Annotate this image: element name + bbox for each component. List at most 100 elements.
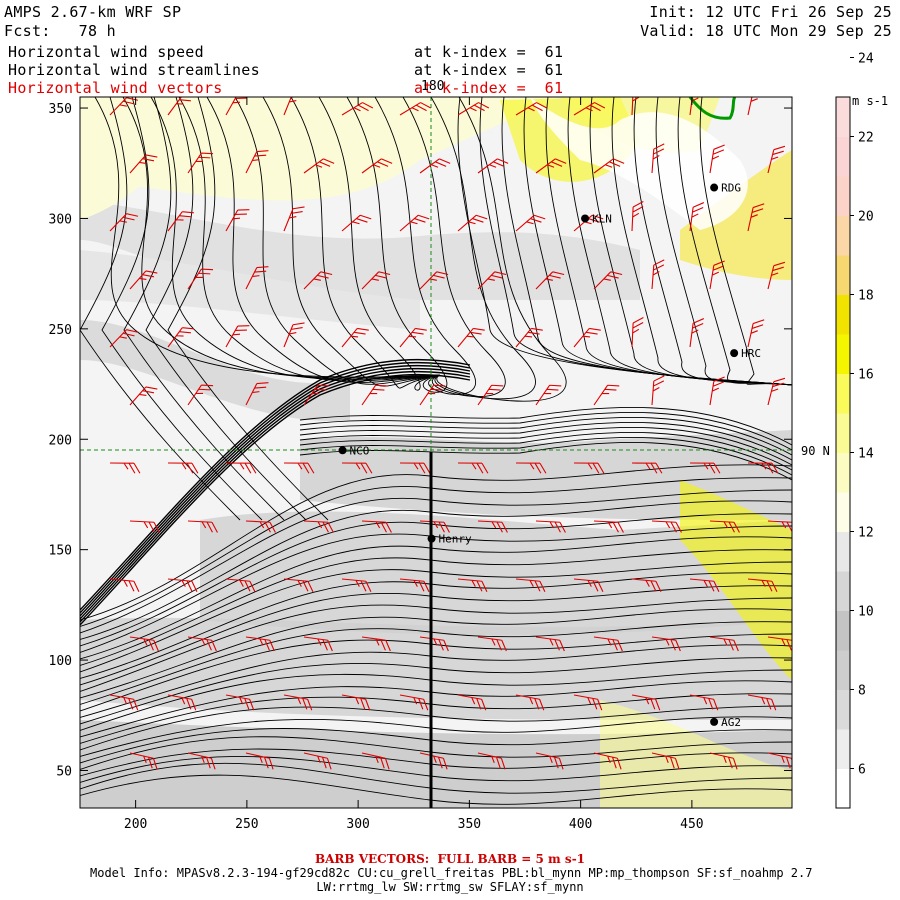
streamline bbox=[80, 97, 241, 521]
wind-barb bbox=[187, 152, 214, 174]
meridian-label: 180 bbox=[421, 79, 444, 94]
streamline bbox=[299, 436, 792, 476]
wind-barb bbox=[129, 386, 158, 406]
wind-barb bbox=[515, 694, 545, 711]
wind-barb bbox=[225, 694, 255, 711]
wind-barb bbox=[187, 268, 214, 290]
colorbar-swatch bbox=[836, 768, 850, 809]
wind-barb bbox=[709, 376, 725, 406]
station-label: RDG bbox=[721, 182, 741, 195]
wind-barb bbox=[709, 260, 725, 290]
wind-barb bbox=[689, 694, 719, 711]
wind-barb bbox=[747, 203, 765, 232]
wind-barb bbox=[341, 327, 369, 348]
wind-barb bbox=[361, 158, 393, 174]
wind-barb bbox=[593, 520, 624, 533]
field-3-level: at k-index = 61 bbox=[414, 79, 564, 97]
wind-speed-shading bbox=[80, 97, 792, 808]
wind-barb bbox=[651, 143, 665, 174]
wind-barb bbox=[535, 271, 565, 290]
streamline bbox=[699, 97, 792, 386]
wind-barb bbox=[167, 97, 194, 116]
wind-barb bbox=[129, 154, 158, 174]
wind-barb bbox=[477, 158, 509, 174]
init-time: Init: 12 UTC Fri 26 Sep 25 bbox=[649, 3, 892, 21]
wind-barb bbox=[361, 520, 392, 533]
colorbar-swatch bbox=[836, 729, 850, 769]
wind-barb bbox=[573, 578, 604, 593]
streamline bbox=[262, 97, 441, 387]
wind-barb bbox=[457, 214, 488, 232]
speed-colorbar: 2826242220181614121086 bbox=[835, 52, 874, 809]
wind-barb bbox=[303, 271, 333, 290]
wind-barb bbox=[341, 214, 372, 232]
wind-barb bbox=[535, 520, 566, 533]
station-dot bbox=[581, 214, 590, 223]
model-info-line-1: Model Info: MPASv8.2.3-194-gf29cd82c CU:… bbox=[90, 866, 813, 880]
y-tick-label: 100 bbox=[49, 654, 72, 669]
map-axes: 200 250 300 350 400 450 350 300 250 200 150 100 50 bbox=[49, 97, 792, 832]
wind-barb bbox=[129, 520, 160, 533]
wind-barb bbox=[399, 327, 427, 348]
wind-barb bbox=[709, 752, 738, 770]
wind-barb bbox=[245, 150, 269, 174]
wind-barb bbox=[767, 520, 792, 533]
wind-barb bbox=[167, 211, 194, 232]
x-tick-label: 200 bbox=[124, 817, 147, 832]
y-tick-label: 50 bbox=[56, 764, 72, 779]
wind-barb bbox=[631, 462, 663, 474]
wind-barb bbox=[129, 270, 158, 290]
colorbar-swatch bbox=[836, 492, 850, 532]
wind-barb bbox=[457, 578, 488, 593]
model-info-line-2: LW:rrtmg_lw SW:rrtmg_sw SFLAY:sf_mynn bbox=[316, 880, 584, 894]
colorbar-tick-label: 20 bbox=[858, 210, 874, 225]
wind-barb bbox=[515, 102, 548, 116]
streamline bbox=[299, 426, 792, 466]
wind-barb bbox=[303, 752, 332, 770]
station-label: AG2 bbox=[721, 716, 741, 729]
wind-barb bbox=[689, 462, 721, 474]
wind-barb bbox=[457, 694, 487, 711]
station-dot bbox=[710, 183, 719, 192]
wind-barb bbox=[593, 384, 620, 406]
wind-barb bbox=[283, 206, 305, 232]
x-tick-label: 300 bbox=[346, 817, 369, 832]
wind-barb bbox=[341, 694, 371, 711]
streamline bbox=[299, 416, 792, 456]
streamline bbox=[123, 97, 285, 521]
wind-barb bbox=[767, 636, 792, 652]
wind-barb bbox=[187, 384, 214, 406]
streamline bbox=[94, 97, 441, 378]
wind-barb bbox=[245, 266, 269, 290]
wind-barb bbox=[399, 462, 431, 474]
wind-barb bbox=[129, 752, 158, 770]
wind-barb bbox=[109, 462, 141, 474]
y-tick-label: 300 bbox=[49, 212, 72, 227]
wind-barb bbox=[573, 214, 604, 232]
wind-barb bbox=[167, 694, 197, 711]
wind-barb bbox=[109, 213, 139, 232]
wind-barb bbox=[651, 259, 665, 290]
field-1-level: at k-index = 61 bbox=[414, 43, 564, 61]
wind-barb bbox=[593, 158, 625, 174]
wind-barb bbox=[225, 578, 256, 593]
wind-barb bbox=[187, 520, 218, 533]
wind-barb bbox=[399, 102, 432, 116]
streamline bbox=[430, 97, 536, 400]
forecast-hour: Fcst: 78 h bbox=[4, 22, 116, 40]
streamline bbox=[346, 97, 448, 393]
field-3-name: Horizontal wind vectors bbox=[8, 79, 223, 97]
colorbar-tick-label: 14 bbox=[858, 447, 874, 462]
field-2-name: Horizontal wind streamlines bbox=[8, 61, 260, 79]
wind-barb bbox=[747, 462, 779, 474]
wind-barb bbox=[419, 271, 449, 290]
colorbar-tick-label: 10 bbox=[858, 605, 874, 620]
station-label: HRC bbox=[741, 347, 761, 360]
wind-barb bbox=[631, 97, 644, 116]
wind-barb bbox=[245, 752, 274, 770]
wind-barb bbox=[245, 520, 276, 533]
station-label: NCO bbox=[350, 444, 370, 457]
wind-barb bbox=[477, 636, 507, 652]
field-2-level: at k-index = 61 bbox=[414, 61, 564, 79]
colorbar-swatch bbox=[836, 294, 850, 335]
